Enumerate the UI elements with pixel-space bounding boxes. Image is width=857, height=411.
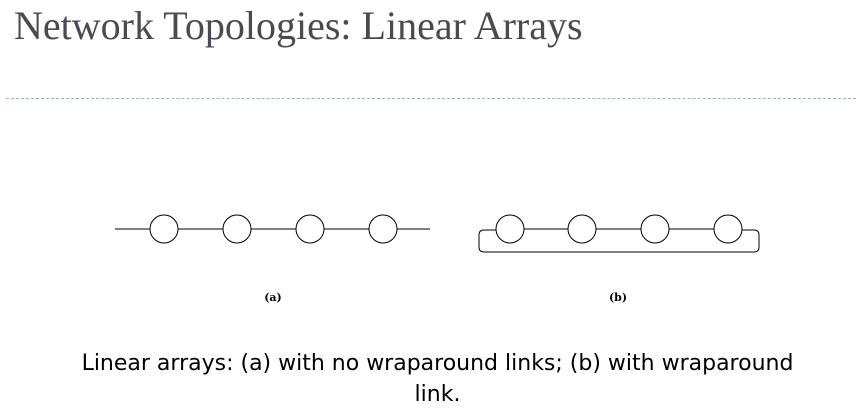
label-b: (b) [609, 291, 627, 304]
node-a-3 [295, 214, 325, 244]
node-b-4 [713, 214, 743, 244]
node-a-1 [149, 214, 179, 244]
diagram-a [115, 214, 430, 244]
node-b-2 [567, 214, 597, 244]
node-a-4 [368, 214, 398, 244]
figure-caption: Linear arrays: (a) with no wraparound li… [81, 351, 794, 407]
wraparound-link [478, 229, 760, 253]
node-b-1 [495, 214, 525, 244]
label-a: (a) [264, 291, 282, 304]
diagram-b [478, 214, 760, 253]
title-divider [6, 98, 856, 99]
node-a-2 [222, 214, 252, 244]
linear-array-figure: (a) (b) [115, 214, 760, 304]
node-b-3 [640, 214, 670, 244]
slide-title: Network Topologies: Linear Arrays [14, 3, 583, 48]
